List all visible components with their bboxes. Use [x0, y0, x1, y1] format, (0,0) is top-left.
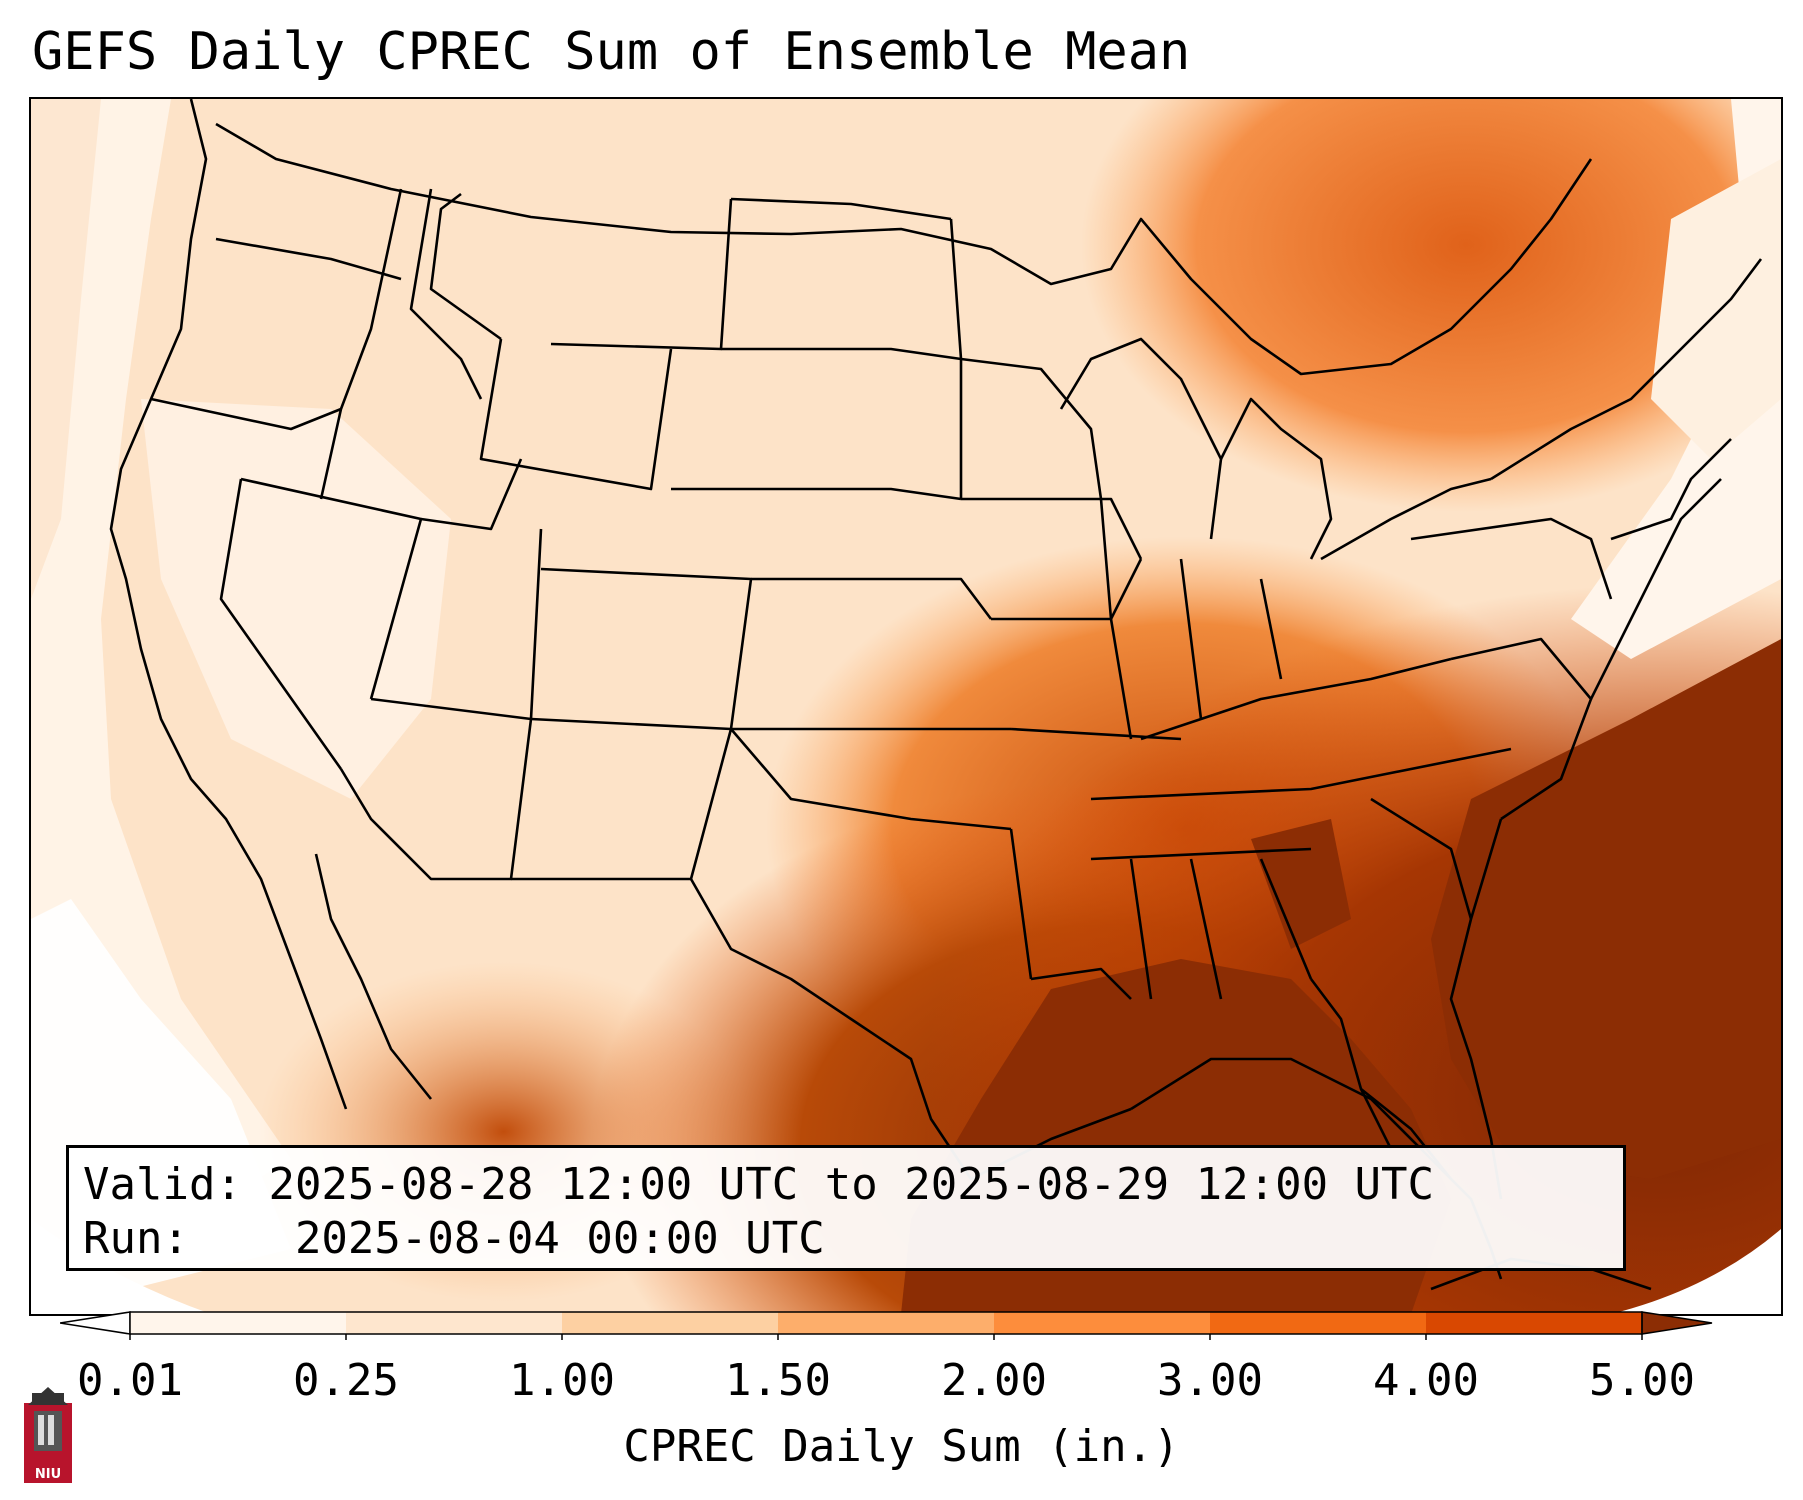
valid-label: Valid: — [83, 1159, 242, 1210]
colorbar-under-arrow — [60, 1311, 131, 1335]
run-row: Run: 2025-08-04 00:00 UTC — [83, 1212, 1609, 1266]
niu-logo-icon: NIU — [24, 1387, 72, 1483]
colorbar-tick-label: 0.25 — [293, 1355, 399, 1406]
run-label: Run: — [83, 1213, 189, 1264]
boundaries — [109, 99, 1763, 1291]
run-value: 2025-08-04 00:00 UTC — [294, 1213, 825, 1264]
colorbar — [60, 1311, 1713, 1340]
colorbar-tick-label: 3.00 — [1157, 1355, 1263, 1406]
colorbar-title: CPREC Daily Sum (in.) — [623, 1421, 1180, 1472]
colorbar-tick-label: 1.00 — [509, 1355, 615, 1406]
colorbar-tick-label: 2.00 — [941, 1355, 1047, 1406]
map-canvas — [31, 99, 1781, 1314]
colorbar-tick-label: 5.00 — [1589, 1355, 1695, 1406]
colorbar-over-arrow — [1641, 1311, 1713, 1335]
colorbar-segment — [1426, 1312, 1642, 1334]
colorbar-segment — [130, 1312, 346, 1334]
precipitation-map — [29, 97, 1783, 1316]
colorbar-tick-label: 4.00 — [1373, 1355, 1479, 1406]
valid-row: Valid: 2025-08-28 12:00 UTC to 2025-08-2… — [83, 1158, 1609, 1212]
valid-value: 2025-08-28 12:00 UTC to 2025-08-29 12:00… — [268, 1159, 1435, 1210]
colorbar-segment — [346, 1312, 562, 1334]
colorbar-tick-label: 1.50 — [725, 1355, 831, 1406]
colorbar-segment — [1210, 1312, 1426, 1334]
logo-text: NIU — [35, 1467, 61, 1482]
colorbar-segment — [562, 1312, 778, 1334]
map-title: GEFS Daily CPREC Sum of Ensemble Mean — [32, 22, 1191, 82]
colorbar-segment — [778, 1312, 994, 1334]
colorbar-segment — [994, 1312, 1210, 1334]
colorbar-outline — [129, 1311, 1643, 1335]
run-info-box: Valid: 2025-08-28 12:00 UTC to 2025-08-2… — [66, 1145, 1626, 1271]
colorbar-tick-label: 0.01 — [77, 1355, 183, 1406]
